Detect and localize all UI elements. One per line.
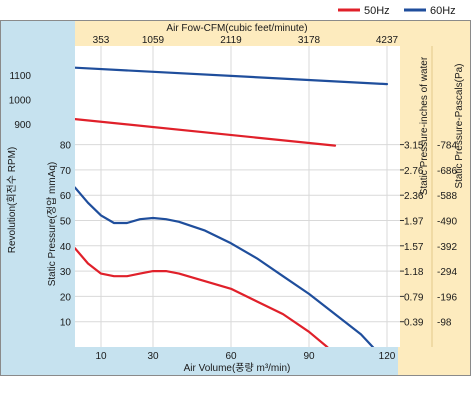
pressure-tick-label: 30 <box>60 267 72 278</box>
pressure-tick-label: 20 <box>60 292 72 303</box>
pascal-tick-label: -588 <box>437 191 457 202</box>
pressure-tick-label: 40 <box>60 242 72 253</box>
series-static_pressure-60hz-line <box>75 186 375 347</box>
x-tick-label: 90 <box>303 351 315 362</box>
pressure-tick-label: 10 <box>60 318 72 329</box>
top-tick-label: 353 <box>93 35 110 46</box>
revolution-tick-label: 1000 <box>9 96 32 107</box>
pressure-tick-label: 60 <box>60 191 72 202</box>
top-axis-panel <box>75 20 400 46</box>
top-tick-label: 1059 <box>142 35 165 46</box>
pascal-tick-label: -490 <box>437 217 457 228</box>
bottom-right-panel <box>398 347 471 376</box>
right-axis-panel <box>400 20 471 347</box>
x-tick-label: 10 <box>95 351 107 362</box>
revolution-axis-title: Revolution(회전수 RPM) <box>6 147 18 254</box>
pressure-tick-label: 70 <box>60 166 72 177</box>
pascal-tick-label: -392 <box>437 242 457 253</box>
inches-axis-title: Static Pressure-inches of water <box>419 56 430 195</box>
bottom-axis-panel <box>0 347 471 376</box>
top-tick-label: 3178 <box>298 35 321 46</box>
legend: 50Hz 60Hz <box>338 5 456 17</box>
revolution-tick-label: 1100 <box>9 71 31 82</box>
inches-tick-label: 2.76 <box>404 166 424 177</box>
inches-tick-label: 0.39 <box>404 318 424 329</box>
x-tick-label: 120 <box>379 351 396 362</box>
x-tick-label: 30 <box>147 351 159 362</box>
pascal-axis-title: Static Pressure-Pascals(Pa) <box>454 63 465 188</box>
pascal-tick-label: -98 <box>437 318 452 329</box>
pascal-tick-label: -196 <box>437 292 457 303</box>
left-axis-panel <box>0 20 75 347</box>
plot-area <box>75 46 400 347</box>
top-tick-label: 4237 <box>376 35 399 46</box>
top-axis-title: Air Fow-CFM(cubic feet/minute) <box>166 23 307 34</box>
pressure-tick-label: 50 <box>60 217 72 228</box>
revolution-tick-label: 900 <box>14 120 31 131</box>
pressure-tick-label: 80 <box>60 141 72 152</box>
pascal-tick-label: -784 <box>437 141 457 152</box>
pascal-tick-label: -686 <box>437 166 457 177</box>
x-tick-label: 60 <box>225 351 237 362</box>
series-revolution-60hz-line <box>75 66 389 86</box>
x-axis-title: Air Volume(풍량 m³/min) <box>184 362 291 374</box>
series-revolution-50hz-line <box>75 118 337 147</box>
inches-tick-label: 3.15 <box>404 141 424 152</box>
inches-tick-label: 2.36 <box>404 191 424 202</box>
legend-label-50hz: 50Hz <box>364 5 390 17</box>
inches-tick-label: 1.57 <box>404 242 424 253</box>
pressure-axis-title: Static Pressure(정압 mmAq) <box>45 162 58 287</box>
pascal-tick-label: -294 <box>437 267 457 278</box>
inches-tick-label: 0.79 <box>404 292 424 303</box>
inches-tick-label: 1.97 <box>404 217 424 228</box>
inches-tick-label: 1.18 <box>404 267 424 278</box>
legend-label-60hz: 60Hz <box>430 5 456 17</box>
top-tick-label: 2119 <box>220 35 242 46</box>
series-static_pressure-50hz-line <box>75 247 329 347</box>
